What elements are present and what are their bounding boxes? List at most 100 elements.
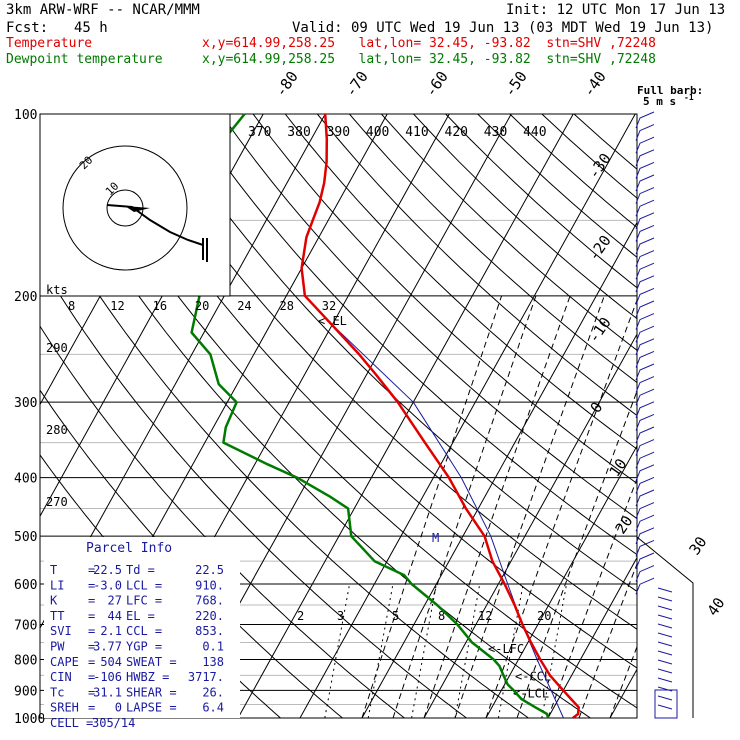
dry-adiabat [156,114,637,593]
parcel-info-equals: = [88,701,95,715]
lcl-marker: <-LCL [513,686,549,700]
parcel-info-equals: = [88,594,95,608]
parcel-info-equals: = [88,624,95,638]
hodograph-speed-label: 12 [110,299,124,313]
moist-adiabat [392,295,537,718]
ccl-marker: <-CCL [515,669,551,683]
theta-label: 290 [46,341,68,355]
isotherm-label: -20 [585,232,615,265]
wind-barb-icon [657,587,673,593]
theta-label: 380 [287,125,310,140]
parcel-info-title: Parcel Info [86,541,172,556]
dewpoint-location: x,y=614.99,258.25 lat,lon= 32.45, -93.82… [202,52,656,67]
wind-barb-icon [657,641,673,647]
wind-barb-icon [657,623,673,629]
init-time: Init: 12 UTC Mon 17 Jun 13 [506,2,726,18]
dry-adiabat [541,114,637,199]
dry-adiabat [40,261,467,718]
wind-barb-icon [657,596,673,602]
dry-adiabat [252,114,637,485]
theta-label: 430 [484,125,507,140]
isotherm-line [672,114,740,718]
hodograph-speed-label: 8 [68,299,75,313]
wind-barb-icon [635,476,655,494]
parcel-info-equals: = [88,685,95,699]
wind-barb-icon [657,677,673,683]
isotherm-line [361,221,637,718]
wind-barb-icon [635,250,655,267]
wind-barb-icon [635,577,655,595]
isotherm-line [734,114,740,718]
parcel-info-value: 504 [100,655,122,669]
pressure-tick-label: 500 [14,530,37,545]
wind-barb-icon [635,539,655,557]
pressure-tick-label: 1000 [14,712,45,727]
moist-adiabat [361,295,503,718]
wind-barb-icon [635,224,655,242]
dewpoint-legend: Dewpoint temperature [6,52,163,67]
isotherm-line [485,444,637,718]
moist-adiabat [547,477,637,718]
pressure-tick-label: 800 [14,653,37,668]
hodograph-units: kts [46,283,68,297]
parcel-info-equals: = [88,655,95,669]
parcel-info-row: CELL 305/14= [50,716,135,730]
parcel-info-key: CAPE [50,655,79,669]
parcel-info-value: 138 [202,655,224,669]
parcel-info-equals: = [88,670,95,684]
theta-label: 400 [366,125,389,140]
parcel-info-value: 3.77 [93,640,122,654]
wind-barb-cluster-icon [654,689,678,719]
parcel-info-key: SHEAR = [126,685,177,699]
parcel-info-key: LCL = [126,578,162,592]
parcel-info-value: 3717. [188,670,224,684]
parcel-info-key: HWBZ = [126,670,169,684]
parcel-info-key: CELL [50,716,79,730]
parcel-info-equals: = [88,578,95,592]
parcel-info-key: LFC = [126,594,162,608]
isotherm-label: -10 [585,314,615,347]
wind-barb-icon [635,413,655,431]
clipped-grid [40,114,740,718]
moist-adiabat [485,298,637,718]
moist-adiabat [454,295,605,718]
isotherm-line [609,668,637,718]
temperature-location: x,y=614.99,258.25 lat,lon= 32.45, -93.82… [202,36,656,51]
full-barb-units: 5 m s [643,95,676,108]
wind-panel-frame [636,536,694,718]
theta-label: 410 [405,125,428,140]
full-barb-exponent: -1 [684,93,694,102]
parcel-info-row: CAPE 504 SWEAT = 138 = [50,655,224,669]
isotherm-label: -60 [422,68,452,101]
wind-barb-icon [635,212,655,229]
hodograph-speed-label: 20 [195,299,209,313]
wind-barb-icon [635,161,655,179]
wind-barb-icon [635,338,655,355]
mixing-ratio-label: 12 [478,609,492,623]
pressure-tick-label: 100 [14,108,37,123]
temperature-legend: Temperature [6,36,93,51]
wind-barb-icon [635,426,655,444]
isotherm-line [423,333,637,718]
wind-barb-icon [635,527,655,544]
pressure-tick-label: 900 [14,684,37,699]
wind-barb-icon [657,659,673,665]
full-barb-title: Full barb: [637,84,703,97]
mixing-ratio-line [367,583,394,718]
wind-barb-icon [657,650,673,656]
wind-barb-icon [635,136,655,154]
valid-time: Valid: 09 UTC Wed 19 Jun 13 (03 MDT Wed … [292,20,714,36]
dry-adiabat [60,114,637,709]
hodograph-frame [39,113,231,297]
parcel-info-value: 44 [108,609,122,623]
wind-barb-icon [635,300,655,318]
parcel-info-value: -3.0 [93,578,122,592]
wind-barb-icon [635,439,655,456]
parcel-info-row: TT 44 EL = 220. = [50,609,224,623]
parcel-info-row: CIN -106 HWBZ = 3717. = [50,670,224,684]
series-layer [190,113,580,719]
